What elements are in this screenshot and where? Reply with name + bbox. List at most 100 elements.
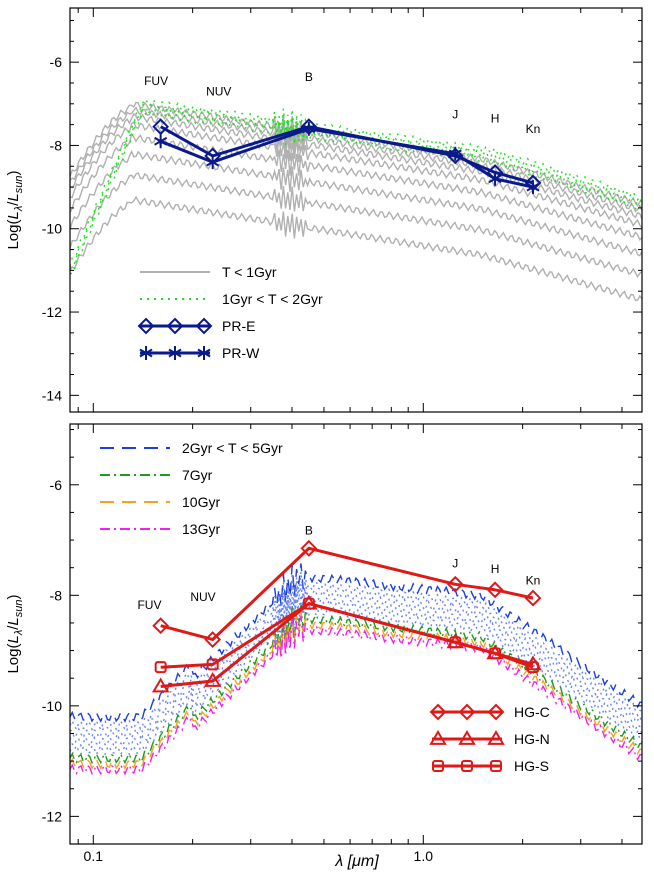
data-point bbox=[197, 346, 211, 360]
y-tick-label: -6 bbox=[50, 477, 63, 493]
legend-label: 10Gyr bbox=[182, 494, 220, 510]
ylabel-part: λ bbox=[13, 630, 25, 636]
ylabel-part: L bbox=[5, 193, 22, 201]
band-label: NUV bbox=[206, 84, 231, 98]
legend-label: 2Gyr < T < 5Gyr bbox=[182, 440, 283, 456]
model-curve bbox=[70, 586, 642, 748]
ylabel-part: Log( bbox=[5, 220, 22, 250]
ylabel-part: ) bbox=[5, 170, 22, 175]
y-axis-label: Log(Lλ/Lsun) bbox=[5, 594, 25, 673]
data-point bbox=[206, 658, 219, 671]
data-point bbox=[137, 317, 155, 335]
model-curve bbox=[70, 107, 642, 275]
band-label: NUV bbox=[190, 590, 215, 604]
ylabel-part: L bbox=[5, 617, 22, 625]
model-curve bbox=[70, 610, 642, 771]
data-point bbox=[429, 730, 447, 745]
band-label: H bbox=[491, 112, 500, 126]
legend-label: PR-W bbox=[222, 345, 260, 361]
y-tick-label: -14 bbox=[42, 387, 62, 403]
data-point bbox=[526, 180, 540, 195]
data-point bbox=[461, 760, 473, 772]
data-point bbox=[154, 134, 168, 149]
model-curve bbox=[70, 149, 642, 257]
series-line bbox=[160, 601, 534, 669]
data-point bbox=[448, 146, 462, 161]
legend-label: T < 1Gyr bbox=[222, 264, 277, 280]
ylabel-part: sun bbox=[13, 175, 25, 193]
data-point bbox=[490, 760, 502, 772]
ylabel-part: / bbox=[5, 201, 22, 206]
y-tick-label: -12 bbox=[42, 808, 62, 824]
legend: HG-C HG-N HG-S bbox=[429, 703, 550, 774]
data-point bbox=[526, 661, 539, 674]
legend: 2Gyr < T < 5Gyr 7Gyr 10Gyr 13Gyr bbox=[100, 440, 283, 537]
x-axis-label: λ [μm] bbox=[334, 853, 379, 870]
data-point bbox=[458, 703, 476, 721]
data-point bbox=[458, 730, 476, 745]
legend-label: PR-E bbox=[222, 318, 255, 334]
band-label: B bbox=[305, 524, 313, 538]
legend-label: 1Gyr < T < 2Gyr bbox=[222, 291, 323, 307]
data-point bbox=[488, 171, 502, 186]
ylabel-part: L bbox=[5, 635, 22, 643]
x-tick-label: 1.0 bbox=[414, 848, 434, 864]
data-point bbox=[204, 631, 222, 648]
data-point bbox=[489, 647, 502, 660]
legend-label: 13Gyr bbox=[182, 521, 220, 537]
data-point bbox=[449, 636, 462, 649]
ylabel-part: λ bbox=[13, 206, 25, 212]
series-pr-e bbox=[152, 118, 542, 192]
data-point bbox=[302, 597, 315, 610]
ylabel-part: Log( bbox=[5, 644, 22, 674]
model-curve bbox=[70, 604, 642, 765]
data-point bbox=[152, 118, 170, 136]
band-label: J bbox=[452, 107, 458, 121]
series-hg-c bbox=[152, 539, 542, 648]
legend-label: HG-C bbox=[514, 704, 550, 720]
data-point bbox=[487, 703, 505, 721]
legend-label: HG-N bbox=[514, 731, 550, 747]
y-tick-label: -10 bbox=[42, 698, 62, 714]
band-label: J bbox=[452, 557, 458, 571]
model-curve bbox=[70, 563, 642, 724]
model-curve bbox=[70, 615, 642, 776]
data-point bbox=[206, 155, 220, 170]
legend-label: 7Gyr bbox=[182, 467, 213, 483]
data-point bbox=[486, 581, 504, 599]
y-tick-label: -12 bbox=[42, 304, 62, 320]
y-tick-label: -6 bbox=[50, 54, 63, 70]
data-point bbox=[203, 672, 222, 687]
series-line bbox=[160, 127, 534, 189]
y-tick-label: -8 bbox=[50, 587, 63, 603]
band-label: FUV bbox=[137, 598, 161, 612]
data-point bbox=[487, 730, 505, 745]
y-tick-label: -8 bbox=[50, 137, 63, 153]
band-label: Kn bbox=[526, 122, 541, 136]
series-pr-w bbox=[154, 121, 540, 195]
model-spectra bbox=[70, 563, 642, 776]
data-point bbox=[446, 575, 464, 593]
y-tick-label: -10 bbox=[42, 221, 62, 237]
data-point bbox=[302, 121, 316, 136]
data-point bbox=[152, 617, 170, 635]
series-hg-s bbox=[154, 597, 539, 674]
series-hg-n bbox=[151, 594, 542, 693]
band-label: FUV bbox=[144, 74, 168, 88]
data-point bbox=[139, 346, 153, 360]
data-point bbox=[429, 703, 447, 721]
data-point bbox=[300, 539, 318, 557]
model-curve bbox=[70, 195, 642, 302]
band-label: Kn bbox=[526, 573, 541, 587]
data-point bbox=[432, 760, 444, 772]
x-tick-label: 0.1 bbox=[84, 848, 104, 864]
plot-frame bbox=[69, 7, 643, 413]
data-point bbox=[166, 317, 184, 335]
model-curve bbox=[70, 132, 642, 242]
data-point bbox=[524, 589, 542, 607]
model-curve bbox=[70, 97, 642, 267]
ylabel-part: L bbox=[5, 211, 22, 219]
